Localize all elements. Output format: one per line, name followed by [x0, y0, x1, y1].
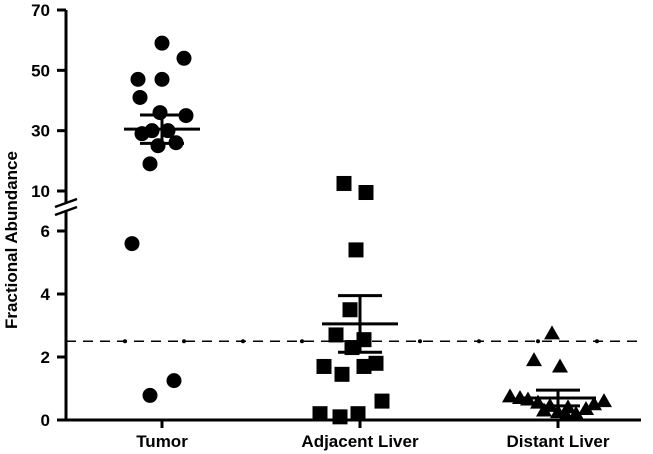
- y-tick-label: 70: [31, 1, 50, 20]
- data-point-triangle: [586, 396, 602, 411]
- data-point-circle: [142, 387, 158, 403]
- x-category-labels: Tumor Adjacent Liver Distant Liver: [136, 420, 610, 451]
- data-point-triangle: [502, 388, 518, 403]
- axis-break-mark-top: [54, 197, 78, 209]
- y-tick-label: 6: [41, 222, 50, 241]
- mean-sem-bars: [124, 113, 596, 408]
- data-point-triangle: [552, 358, 568, 373]
- reference-line-dot: [300, 339, 304, 344]
- reference-line-dot: [241, 339, 245, 344]
- data-point-circle: [166, 373, 182, 389]
- data-point-square: [312, 406, 328, 422]
- data-point-square: [316, 358, 332, 374]
- data-point-circle: [178, 108, 194, 124]
- y-tick-label: 0: [41, 411, 50, 430]
- data-point-circle: [176, 50, 192, 66]
- data-point-square: [368, 355, 384, 371]
- data-point-triangle: [536, 402, 552, 417]
- axes: [54, 10, 641, 422]
- data-point-square: [356, 358, 372, 374]
- y-ticks: 0 2 4 6 10 30 50 70: [31, 1, 66, 430]
- x-category-label: Adjacent Liver: [301, 432, 419, 451]
- data-point-triangle: [558, 407, 574, 422]
- y-axis-title: Fractional Abundance: [2, 151, 21, 329]
- data-point-circle: [132, 89, 148, 105]
- y-tick-label: 30: [31, 122, 50, 141]
- data-point-square: [336, 175, 352, 191]
- reference-line-dot: [182, 339, 186, 344]
- y-tick-label: 4: [41, 285, 51, 304]
- data-point-circle: [124, 236, 140, 252]
- y-tick-label: 50: [31, 61, 50, 80]
- y-tick-label: 10: [31, 182, 50, 201]
- reference-line-dot: [595, 339, 599, 344]
- data-point-square: [374, 393, 390, 409]
- data-point-square: [348, 242, 364, 258]
- data-point-square: [342, 302, 358, 318]
- data-point-triangle: [526, 352, 542, 367]
- data-point-square: [332, 409, 348, 425]
- reference-line-dot: [477, 339, 481, 344]
- data-point-triangle: [544, 325, 560, 340]
- data-point-circle: [154, 35, 170, 51]
- data-point-triangle: [596, 393, 612, 408]
- data-point-circle: [152, 105, 168, 121]
- data-point-square: [334, 366, 350, 382]
- data-point-circle: [154, 71, 170, 87]
- x-category-label: Tumor: [136, 432, 188, 451]
- data-point-circle: [160, 123, 176, 139]
- y-tick-label: 2: [41, 348, 50, 367]
- reference-line-dot: [123, 339, 127, 344]
- data-point-square: [350, 406, 366, 422]
- data-point-circle: [130, 71, 146, 87]
- data-point-triangle: [568, 405, 584, 420]
- reference-line-dot: [418, 339, 422, 344]
- data-point-triangle: [578, 400, 594, 415]
- data-point-square: [358, 185, 374, 201]
- data-point-square: [328, 327, 344, 343]
- x-category-label: Distant Liver: [507, 432, 610, 451]
- data-point-circle: [142, 156, 158, 172]
- data-points: [124, 35, 612, 425]
- axis-break-mark-bottom: [54, 205, 78, 217]
- reference-line-dot: [536, 339, 540, 344]
